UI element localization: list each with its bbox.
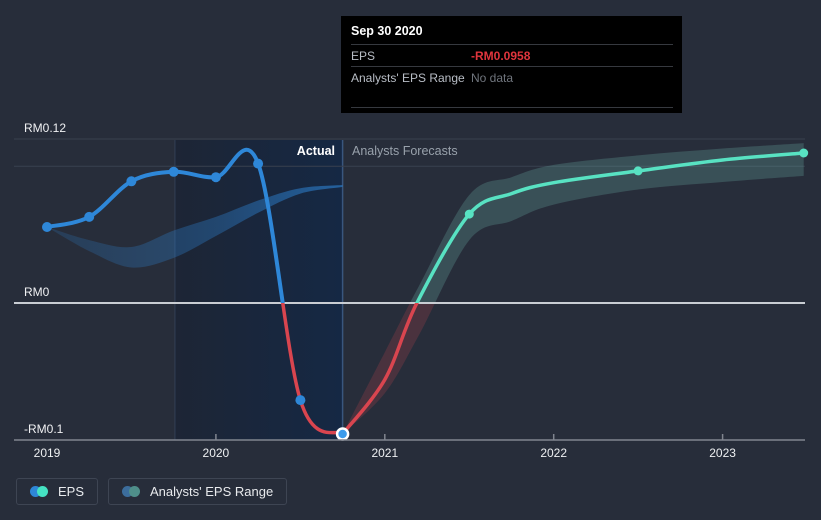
tooltip-eps-value: -RM0.0958 [471, 49, 531, 63]
eps-forecast-dot-icon [37, 486, 48, 497]
y-axis-label-RM0: RM0 [24, 285, 50, 299]
analysts-range-band-forecast-positive [409, 143, 804, 303]
x-axis-ticks [215, 434, 724, 440]
eps-forecast-point[interactable] [633, 166, 643, 176]
x-axis-label-2020: 2020 [202, 446, 230, 460]
tooltip-bottom-divider [351, 107, 673, 108]
y-axis-label--RM0.1: -RM0.1 [24, 421, 64, 436]
chart-tooltip: Sep 30 2020 EPS -RM0.0958 Analysts' EPS … [341, 16, 682, 113]
eps-actual-point[interactable] [84, 211, 95, 222]
eps-forecast-line-negative [340, 303, 419, 436]
actual-region-label: Actual [296, 144, 335, 158]
eps-forecast-line [414, 151, 806, 303]
eps-actual-point[interactable] [253, 158, 264, 169]
eps-actual-point[interactable] [42, 222, 52, 232]
eps-actual-point[interactable] [210, 172, 221, 183]
eps-actual-point[interactable] [168, 166, 179, 177]
tooltip-divider [351, 44, 673, 45]
range-forecast-dot-icon [129, 486, 141, 497]
x-axis-label-2021: 2021 [371, 446, 399, 460]
x-axis-label-2023: 2023 [709, 446, 736, 460]
range-series-icon [122, 486, 141, 497]
selected-point-sep-30-2020[interactable] [335, 427, 350, 441]
tooltip-eps-label: EPS [351, 49, 376, 63]
legend-eps-toggle[interactable]: EPS [16, 478, 99, 505]
legend: EPS Analysts' EPS Range [16, 478, 288, 505]
legend-eps-label: EPS [58, 484, 85, 499]
tooltip-range-row: Analysts' EPS Range No data [351, 67, 673, 88]
eps-actual-line-negative [280, 303, 345, 436]
tooltip-eps-row: EPS -RM0.0958 [351, 45, 673, 66]
eps-forecast-point[interactable] [464, 209, 474, 219]
range-actual-dot-icon [122, 486, 134, 497]
legend-range-label: Analysts' EPS Range [150, 484, 274, 499]
data-point-markers [42, 148, 809, 441]
eps-actual-point[interactable] [295, 395, 306, 406]
x-axis-label-2022: 2022 [540, 446, 568, 460]
tooltip-range-value: No data [471, 71, 514, 85]
x-axis-label-2019: 2019 [33, 446, 61, 460]
eps-series-icon [30, 486, 48, 497]
tooltip-divider [351, 66, 673, 67]
forecast-region-label: Analysts Forecasts [352, 144, 458, 158]
tooltip-range-label: Analysts' EPS Range [351, 71, 465, 85]
tooltip-date: Sep 30 2020 [351, 24, 423, 38]
actual-highlight-region [175, 140, 343, 440]
eps-forecast-point[interactable] [799, 148, 809, 158]
y-axis-label-RM0.12: RM0.12 [24, 121, 67, 135]
eps-actual-point[interactable] [126, 176, 137, 187]
eps-actual-dot-icon [30, 486, 41, 497]
legend-analysts-eps-range-toggle[interactable]: Analysts' EPS Range [108, 478, 288, 505]
